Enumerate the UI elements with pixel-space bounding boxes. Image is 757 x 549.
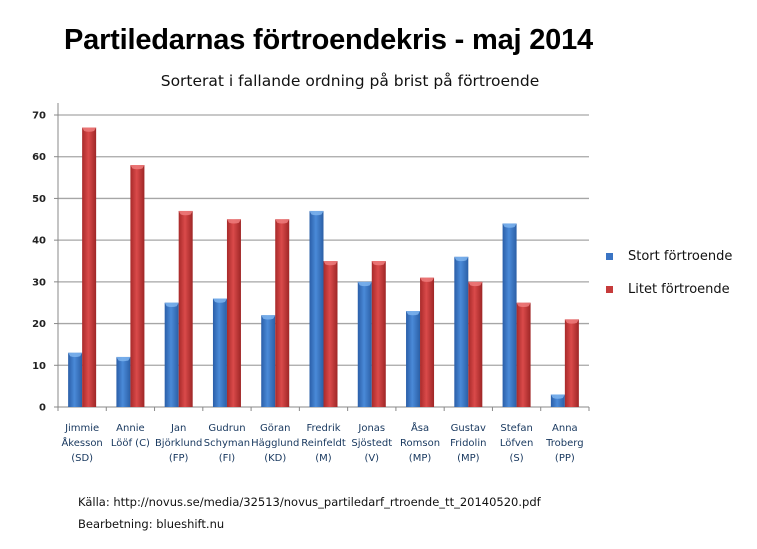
x-tick-label: Annie [116,423,144,434]
bar-litet-fortroende [371,261,386,407]
bar-cap [502,223,517,228]
bar-cap [275,219,290,224]
x-tick-label: Fredrik [306,423,340,434]
bar-cap [516,302,531,307]
bar-cap [309,210,324,216]
x-tick-label: Sjöstedt [351,438,392,449]
bar-cap [116,356,131,362]
x-tick-label: (S) [510,453,524,464]
x-tick-label: Åsa [411,421,429,434]
x-tick-label: Hägglund [251,438,299,449]
bar-cap [357,281,372,287]
bar-litet-fortroende [564,319,579,407]
x-tick-label: (M) [315,453,332,464]
bar-litet-fortroende [130,165,145,407]
x-tick-label: (KD) [264,453,286,464]
bar-litet-fortroende [323,261,338,407]
bar-cap [68,352,83,358]
x-tick-label: Löfven [500,438,533,449]
bar-litet-fortroende [275,219,290,407]
source-note: Källa: http://novus.se/media/32513/novus… [78,495,541,509]
legend-item-litet: Litet förtroende [606,279,732,299]
bar-stort-fortroende [212,298,227,407]
bar-litet-fortroende [468,281,483,407]
y-tick-label: 0 [39,403,46,414]
y-tick-label: 20 [32,319,46,330]
bar-stort-fortroende [309,210,324,407]
x-tick-label: Jan [170,423,186,434]
x-tick-label: (SD) [71,453,93,464]
x-tick-label: Stefan [500,423,532,434]
bar-litet-fortroende [82,127,97,407]
bar-litet-fortroende [516,302,531,407]
x-tick-label: (MP) [409,453,432,464]
x-tick-label: Troberg [545,438,583,449]
x-tick-label: Gustav [451,423,486,434]
legend: Stort förtroende Litet förtroende [606,246,732,312]
bar-cap [468,281,483,287]
x-tick-label: (MP) [457,453,480,464]
bar-cap [420,277,435,282]
x-tick-label: Gudrun [208,423,245,434]
x-tick-label: (FP) [169,453,189,464]
x-tick-label: Björklund [155,438,202,449]
legend-swatch-blue [606,252,613,260]
bar-cap [406,311,421,316]
y-tick-label: 50 [32,194,46,205]
bar-cap [178,210,193,216]
y-tick-label: 70 [32,111,46,122]
x-tick-label: (V) [364,453,379,464]
y-tick-label: 10 [32,361,46,372]
bar-stort-fortroende [357,281,372,407]
bar-litet-fortroende [420,277,435,407]
bar-cap [130,165,145,170]
bar-stort-fortroende [261,315,276,407]
x-tick-label: (FI) [219,453,236,464]
bar-stort-fortroende [68,352,83,407]
x-tick-label: Göran [260,423,290,434]
bar-cap [371,261,386,266]
x-tick-label: Fridolin [450,438,486,449]
bar-stort-fortroende [164,302,179,407]
bar-cap [212,298,227,303]
legend-label: Litet förtroende [628,281,730,297]
legend-label: Stort förtroende [628,248,733,264]
x-tick-label: Reinfeldt [301,438,346,449]
legend-swatch-red [606,285,613,293]
chart-title: Partiledarnas förtroendekris - maj 2014 [64,24,593,56]
bar-cap [564,319,579,324]
x-tick-label: Åkesson [61,436,102,449]
y-tick-label: 40 [32,236,46,247]
bar-stort-fortroende [502,223,517,407]
x-tick-label: Anna [552,423,578,434]
y-tick-label: 30 [32,277,46,288]
x-axis-labels: Jimmie Åkesson (SD) Annie Lööf (C) Jan Björklu… [61,421,583,464]
x-tick-label: Jonas [357,423,385,434]
bar-stort-fortroende [406,311,421,407]
bar-cap [261,315,276,320]
bar-cap [82,127,97,132]
bar-cap [454,256,469,262]
bars [68,127,579,407]
bar-stort-fortroende [454,256,469,407]
y-tick-label: 60 [32,152,46,163]
x-tick-label: Jimmie [64,423,99,434]
bar-litet-fortroende [226,219,241,407]
bar-stort-fortroende [116,356,131,407]
chart-subtitle: Sorterat i fallande ordning på brist på … [160,72,540,90]
bar-cap [323,261,338,266]
x-tick-label: Schyman [204,438,250,449]
x-tick-label: (PP) [555,453,575,464]
x-tick-label: Lööf (C) [111,438,150,449]
bar-litet-fortroende [178,210,193,407]
bar-cap [226,219,241,224]
bar-cap [550,394,565,399]
x-tick-label: Romson [400,438,440,449]
credit-note: Bearbetning: blueshift.nu [78,517,225,531]
legend-item-stort: Stort förtroende [606,246,732,266]
bar-cap [164,302,179,307]
